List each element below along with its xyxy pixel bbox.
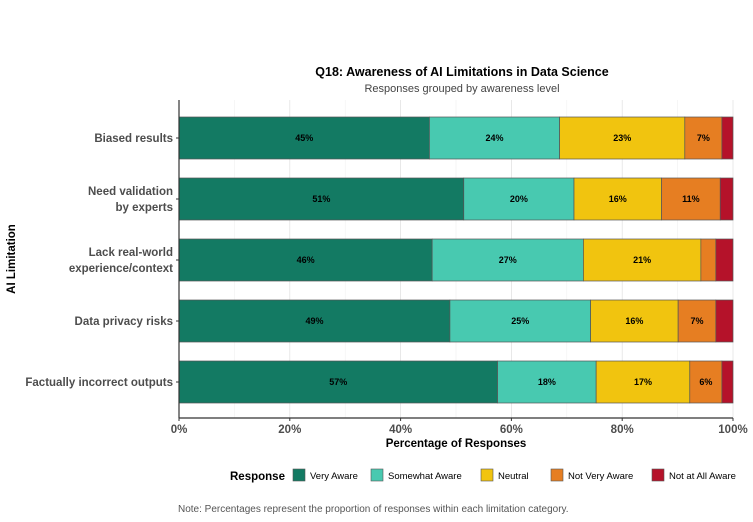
bar-segment xyxy=(429,116,560,160)
bar-segment xyxy=(721,360,734,404)
y-axis-title: AI Limitation xyxy=(6,224,18,294)
legend-title: Response xyxy=(230,471,285,483)
bar-value-label: 24% xyxy=(485,133,503,143)
bar-segment xyxy=(583,238,702,282)
bar-value-label: 6% xyxy=(699,377,712,387)
bar-value-label: 27% xyxy=(499,255,517,265)
bar-value-label: 16% xyxy=(609,194,627,204)
bar-segment xyxy=(178,116,430,160)
bar-segment xyxy=(715,299,734,343)
bar-segment xyxy=(700,238,717,282)
bar-segment xyxy=(449,299,591,343)
bar-segment xyxy=(178,238,433,282)
bar-value-label: 25% xyxy=(511,316,529,326)
x-tick-label: 40% xyxy=(389,424,412,436)
bar-segment xyxy=(463,177,575,221)
category-label: by experts xyxy=(115,202,173,214)
x-tick-labels: 0% 20% 40% 60% 80% 100% xyxy=(171,418,748,436)
bar-segment xyxy=(431,238,584,282)
bar-value-label: 57% xyxy=(329,377,347,387)
category-label: experience/context xyxy=(69,263,173,275)
bar-value-label: 11% xyxy=(682,194,700,204)
category-label: Data privacy risks xyxy=(75,316,173,328)
bar-segment xyxy=(719,177,734,221)
bar-value-label: 46% xyxy=(297,255,315,265)
x-tick-label: 0% xyxy=(171,424,188,436)
chart-note: Note: Percentages represent the proporti… xyxy=(178,504,569,515)
x-tick-label: 20% xyxy=(278,424,301,436)
x-axis-title: Percentage of Responses xyxy=(386,438,527,450)
bar-value-label: 20% xyxy=(510,194,528,204)
category-labels: Biased results Need validation by experts L… xyxy=(25,133,179,389)
legend-label: Not at All Aware xyxy=(669,471,736,482)
x-tick-label: 80% xyxy=(611,424,634,436)
bar-value-label: 17% xyxy=(634,377,652,387)
category-label: Lack real-world xyxy=(89,247,173,259)
bar-value-label: 45% xyxy=(295,133,313,143)
bar-segment xyxy=(595,360,691,404)
bar-value-label: 7% xyxy=(690,316,703,326)
bar-segment xyxy=(715,238,734,282)
bar-value-label: 16% xyxy=(625,316,643,326)
bar-segment xyxy=(573,177,662,221)
bar-value-label: 23% xyxy=(613,133,631,143)
x-tick-label: 100% xyxy=(718,424,747,436)
category-label: Factually incorrect outputs xyxy=(25,377,173,389)
bar-segment xyxy=(178,299,451,343)
category-label: Biased results xyxy=(94,133,173,145)
legend-swatch xyxy=(292,468,306,482)
bar-segment xyxy=(178,177,465,221)
bar-value-label: 51% xyxy=(312,194,330,204)
legend-label: Very Aware xyxy=(310,471,358,482)
bar-value-label: 7% xyxy=(697,133,710,143)
x-tick-label: 60% xyxy=(500,424,523,436)
legend-swatch xyxy=(480,468,494,482)
legend-label: Neutral xyxy=(498,471,529,482)
bar-segment xyxy=(590,299,679,343)
legend-swatch xyxy=(550,468,564,482)
legend-label: Somewhat Aware xyxy=(388,471,462,482)
legend-swatch xyxy=(651,468,665,482)
legend-swatch xyxy=(370,468,384,482)
category-label: Need validation xyxy=(88,186,173,198)
chart-title: Q18: Awareness of AI Limitations in Data… xyxy=(315,65,608,79)
legend-label: Not Very Aware xyxy=(568,471,633,482)
bar-segment xyxy=(721,116,734,160)
bar-value-label: 49% xyxy=(305,316,323,326)
chart-subtitle: Responses grouped by awareness level xyxy=(364,83,559,95)
bars: 45% 24% 23% 7% 51% 20% 16% 11% 46% 27% 21% 49% 25% 16… xyxy=(178,116,734,404)
bar-value-label: 21% xyxy=(633,255,651,265)
bar-segment xyxy=(497,360,597,404)
legend: Response Very Aware Somewhat Aware Neutral… xyxy=(230,468,736,483)
bar-value-label: 18% xyxy=(538,377,556,387)
bar-segment xyxy=(661,177,721,221)
bar-segment xyxy=(689,360,723,404)
axes xyxy=(178,100,733,419)
